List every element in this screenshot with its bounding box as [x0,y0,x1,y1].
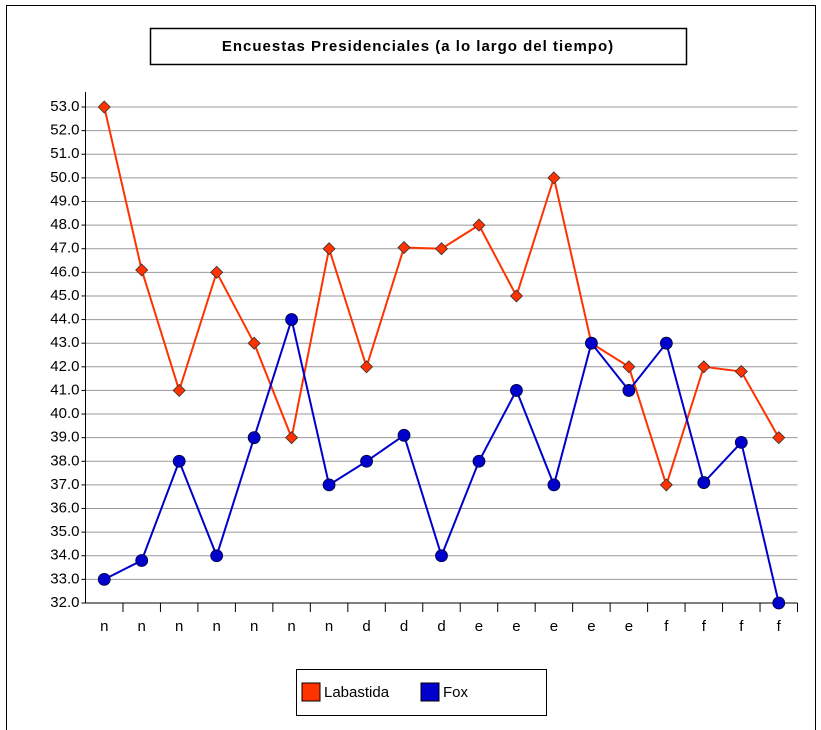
marker [772,431,786,445]
y-tick-label: 36.0 [50,499,79,516]
x-tick-label: n [138,618,146,635]
x-tick-label: e [587,618,595,635]
chart-title: Encuestas Presidenciales (a lo largo del… [222,38,614,55]
y-tick-label: 44.0 [50,311,79,328]
marker [210,265,224,279]
marker [285,313,299,326]
y-tick-label: 38.0 [50,452,79,469]
y-tick-label: 48.0 [50,216,79,233]
y-tick-label: 37.0 [50,476,79,493]
marker [172,383,186,397]
y-tick-label: 40.0 [50,405,79,422]
y-tick-label: 46.0 [50,263,79,280]
y-tick-label: 39.0 [50,429,79,446]
marker [434,242,449,256]
x-tick-label: f [777,618,782,635]
y-tick-label: 41.0 [50,381,79,398]
marker [135,263,149,277]
x-tick-label: n [100,618,108,635]
x-tick-label: e [625,618,633,635]
marker [397,240,411,255]
y-tick-label: 35.0 [50,523,79,540]
legend-swatch [301,682,321,702]
marker [285,431,299,445]
y-tick-label: 43.0 [50,334,79,351]
marker [322,242,336,256]
y-tick-label: 51.0 [50,145,79,162]
x-tick-label: d [400,618,408,635]
marker [510,384,523,397]
y-tick-label: 49.0 [50,192,79,209]
marker [97,572,111,586]
x-tick-label: f [739,618,744,635]
y-tick-label: 34.0 [50,547,79,564]
marker [135,554,149,567]
marker [509,289,524,303]
x-tick-label: n [287,618,295,635]
y-tick-label: 32.0 [50,594,79,611]
marker [734,435,748,449]
marker [360,454,373,468]
y-tick-label: 45.0 [50,287,79,304]
y-tick-label: 47.0 [50,240,79,257]
marker [734,364,748,379]
x-tick-label: n [325,618,333,635]
marker [772,596,786,610]
y-tick-label: 33.0 [50,570,79,587]
legend-swatch [420,682,440,702]
legend-label: Labastida [324,684,390,701]
marker [622,384,636,397]
marker [247,336,261,350]
x-tick-label: n [250,618,258,635]
chart-frame [6,5,816,730]
marker [210,549,224,563]
marker [659,336,673,350]
x-tick-label: e [512,618,520,635]
marker [622,360,636,374]
marker [472,218,486,232]
marker [247,431,261,445]
marker [547,478,561,492]
y-tick-label: 53.0 [50,98,79,115]
y-tick-label: 50.0 [50,169,79,186]
marker [322,478,336,492]
x-tick-label: e [475,618,483,635]
y-tick-label: 52.0 [50,122,79,139]
x-tick-label: d [362,618,370,635]
y-tick-label: 42.0 [50,358,79,375]
marker [697,476,711,489]
legend-label: Fox [443,684,469,701]
marker [584,336,598,350]
x-tick-label: e [550,618,558,635]
x-tick-label: d [437,618,445,635]
marker [435,549,448,563]
x-tick-label: f [664,618,669,635]
marker [659,478,673,492]
marker [359,360,374,374]
x-tick-label: n [175,618,183,635]
x-tick-label: n [212,618,220,635]
marker [172,454,186,468]
marker [397,428,411,442]
marker [97,100,111,114]
title-box [149,27,688,66]
marker [547,171,561,185]
marker [472,454,486,468]
marker [697,360,711,374]
x-tick-label: f [702,618,707,635]
